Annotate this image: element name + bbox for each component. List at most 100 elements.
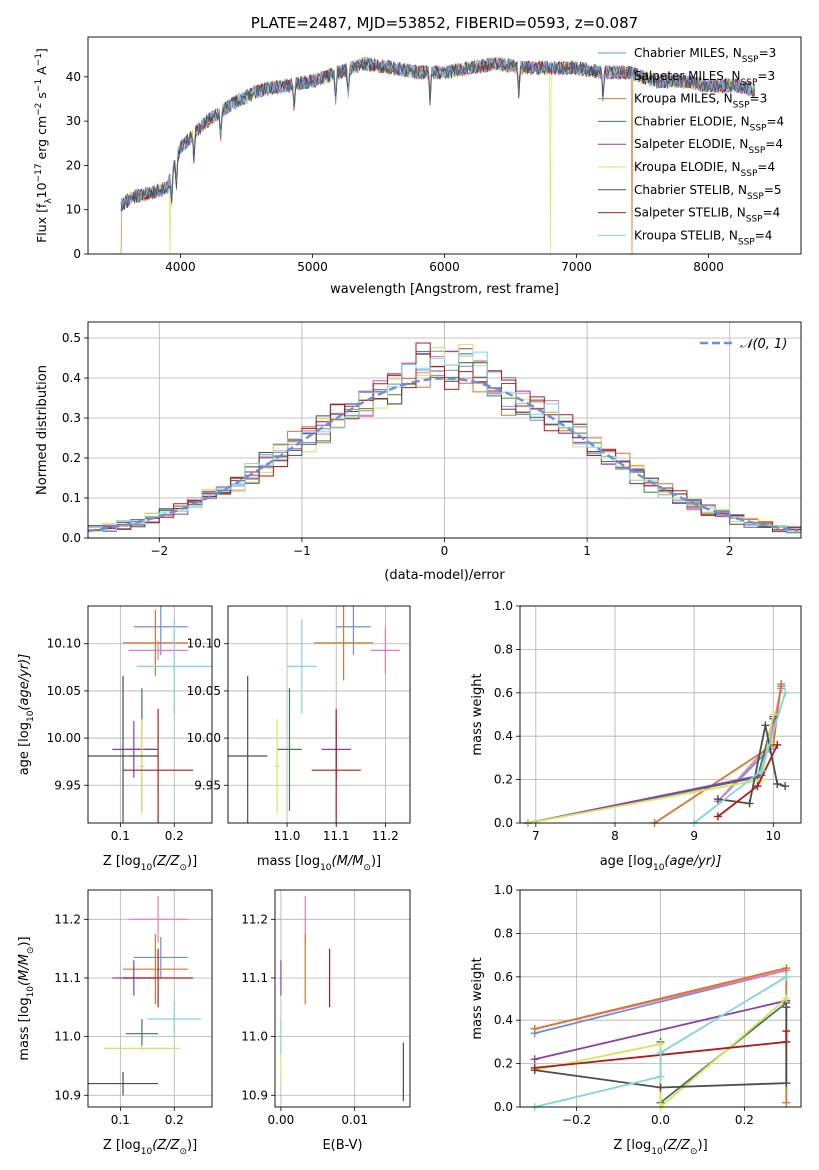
x-tick-label: 0.2 xyxy=(165,1113,184,1127)
age_vs_mass-axes: 11.0 11.1 11.2 9.95 10.00 10.05 10.10 xyxy=(187,606,410,843)
x-tick-label: 0.01 xyxy=(341,1113,368,1127)
x-tick-label: 0 xyxy=(441,544,449,558)
x-tick-label: 1 xyxy=(583,544,591,558)
spectrum-ylabel-part: 10 xyxy=(34,182,49,198)
y-tick-label: 10.9 xyxy=(241,1088,268,1102)
y-tick-label: 11.1 xyxy=(241,971,268,985)
y-tick-label: 0.1 xyxy=(62,491,81,505)
legend-label-kroupa_elodie: Kroupa ELODIE, NSSP=4 xyxy=(634,160,775,179)
legend-label-kroupa_elodie-part: Kroupa ELODIE, N xyxy=(634,160,741,174)
y-tick-label: 30 xyxy=(66,114,81,128)
y-tick-label: 0.0 xyxy=(62,531,81,545)
x-tick-label: 0.1 xyxy=(111,829,130,843)
mass_vs_Z-ylabel: mass [log10(M/M⊙)] xyxy=(17,936,36,1060)
legend-label-salpeter_stelib: Salpeter STELIB, NSSP=4 xyxy=(634,206,780,225)
legend-label-chabrier_miles: Chabrier MILES, NSSP=3 xyxy=(634,46,776,65)
histogram-kroupa_stelib xyxy=(88,351,801,532)
y-tick-label: 11.2 xyxy=(54,912,81,926)
mass_vs_Z-xlabel-part: Z [log xyxy=(103,1138,141,1153)
spectrum-ylabel-part: A xyxy=(34,66,49,79)
y-tick-label: 10.05 xyxy=(47,684,81,698)
legend-label-chabrier_stelib-part: =5 xyxy=(764,183,782,197)
normal-curve xyxy=(88,377,799,533)
legend-label-salpeter_miles: Salpeter MILES, NSSP=3 xyxy=(634,69,775,88)
residuals-frame xyxy=(87,321,802,539)
legend-label-chabrier_stelib-part: Chabrier STELIB, N xyxy=(634,183,747,197)
x-tick-label: 0.00 xyxy=(268,1113,295,1127)
residuals-axes: −2 −1 0 1 2 0.0 0.1 0.2 0.3 0.4 0.5 xyxy=(62,322,801,558)
spectrum-ylabel-part: ] xyxy=(34,48,49,53)
y-tick-label: 11.1 xyxy=(54,971,81,985)
weight_vs_age-xlabel-part: age [log xyxy=(600,854,653,869)
mass_vs_Z-xlabel-part: (Z/Z xyxy=(152,1138,180,1153)
age_vs_Z-ylabel-part: 10 xyxy=(26,710,36,722)
age_vs_Z-ylabel-part: age [log xyxy=(17,722,32,775)
x-tick-label: 0.0 xyxy=(651,1113,670,1127)
y-tick-label: 20 xyxy=(66,158,81,172)
weight_vs_age-ylabel-part: mass weight xyxy=(470,673,485,755)
legend-label-salpeter_stelib-part: =4 xyxy=(763,206,781,220)
y-tick-label: 0.0 xyxy=(494,816,513,830)
y-tick-label: 11.0 xyxy=(54,1030,81,1044)
x-tick-label: 10 xyxy=(766,829,781,843)
age_vs_Z-xlabel-part: )] xyxy=(187,854,197,869)
spectrum-ylabel-part: s xyxy=(34,92,49,103)
legend-label-salpeter_elodie-part: =4 xyxy=(765,137,783,151)
legend-label-chabrier_miles-part: Chabrier MILES, N xyxy=(634,46,742,60)
residuals-xlabel-part: (data-model)/error xyxy=(384,568,505,583)
age_vs_Z-xlabel-part: ⊙ xyxy=(179,863,187,873)
mass_vs_Z-ylabel-part: 10 xyxy=(26,986,36,998)
legend-label-kroupa_elodie-part: SSP xyxy=(741,169,758,179)
legend-label-salpeter_miles-part: =3 xyxy=(757,69,775,83)
weight-line-chabrier_elodie xyxy=(527,718,775,823)
x-tick-label: 0.1 xyxy=(111,1113,130,1127)
y-tick-label: 0.2 xyxy=(494,773,513,787)
y-tick-label: 11.2 xyxy=(241,912,268,926)
weight_vs_age-xlabel-part: 10 xyxy=(653,863,665,873)
weight_vs_Z-xlabel-part: )] xyxy=(698,1138,708,1153)
legend-label-chabrier_elodie-part: =4 xyxy=(766,114,784,128)
y-tick-label: 10.9 xyxy=(54,1088,81,1102)
weight_vs_Z-xlabel-part: 10 xyxy=(651,1147,663,1157)
y-tick-label: 0.3 xyxy=(62,411,81,425)
mass_vs_ebv-frame xyxy=(274,889,411,1108)
legend-label-kroupa_stelib: Kroupa STELIB, NSSP=4 xyxy=(634,228,772,247)
mass_vs_Z-ylabel-part: (M/M xyxy=(17,954,32,986)
y-tick-label: 1.0 xyxy=(494,599,513,613)
age_vs_Z-xlabel-part: (Z/Z xyxy=(152,854,180,869)
legend-label-kroupa_stelib-part: =4 xyxy=(755,228,773,242)
weight_vs_Z-ylabel-part: mass weight xyxy=(470,957,485,1039)
legend-label-chabrier_stelib: Chabrier STELIB, NSSP=5 xyxy=(634,183,782,202)
y-tick-label: 9.95 xyxy=(194,778,221,792)
x-tick-label: 11.0 xyxy=(274,829,301,843)
legend-label-salpeter_miles-part: SSP xyxy=(741,78,758,88)
y-tick-label: 10.10 xyxy=(187,637,221,651)
legend-label-kroupa_miles-part: SSP xyxy=(733,101,750,111)
y-tick-label: 10.00 xyxy=(47,731,81,745)
y-tick-label: 11.0 xyxy=(241,1030,268,1044)
y-tick-label: 0.8 xyxy=(494,642,513,656)
mass_vs_Z-ylabel-part: )] xyxy=(17,936,32,946)
y-tick-label: 0.4 xyxy=(494,1013,513,1027)
legend-label-chabrier_elodie-part: SSP xyxy=(750,123,767,133)
weight_vs_Z-frame xyxy=(519,889,802,1108)
age_vs_mass-xlabel-part: mass [log xyxy=(257,854,320,869)
age_vs_Z-xlabel: Z [log10(Z/Z⊙)] xyxy=(103,854,197,873)
legend-label-normal-part: 𝒩(0, 1) xyxy=(740,337,787,352)
age_vs_mass-xlabel-part: )] xyxy=(371,854,381,869)
age_vs_Z-xlabel-part: Z [log xyxy=(103,854,141,869)
legend-label-chabrier_miles-part: SSP xyxy=(742,55,759,65)
x-tick-label: 7000 xyxy=(561,260,592,274)
legend-label-salpeter_elodie-part: SSP xyxy=(748,146,765,156)
legend-label-salpeter_elodie-part: Salpeter ELODIE, N xyxy=(634,137,748,151)
y-tick-label: 9.95 xyxy=(54,778,81,792)
mass_vs_Z-frame xyxy=(87,889,213,1108)
mass_vs_ebv-xlabel: E(B-V) xyxy=(322,1138,362,1153)
x-tick-label: −0.2 xyxy=(562,1113,591,1127)
age_vs_mass-xlabel-part: (M/M xyxy=(332,854,364,869)
y-tick-label: 0.2 xyxy=(494,1057,513,1071)
weight_vs_age-axes: 7 8 9 10 0.0 0.2 0.4 0.6 0.8 1.0 xyxy=(494,599,801,843)
x-tick-label: 4000 xyxy=(165,260,196,274)
y-tick-label: 10 xyxy=(66,203,81,217)
